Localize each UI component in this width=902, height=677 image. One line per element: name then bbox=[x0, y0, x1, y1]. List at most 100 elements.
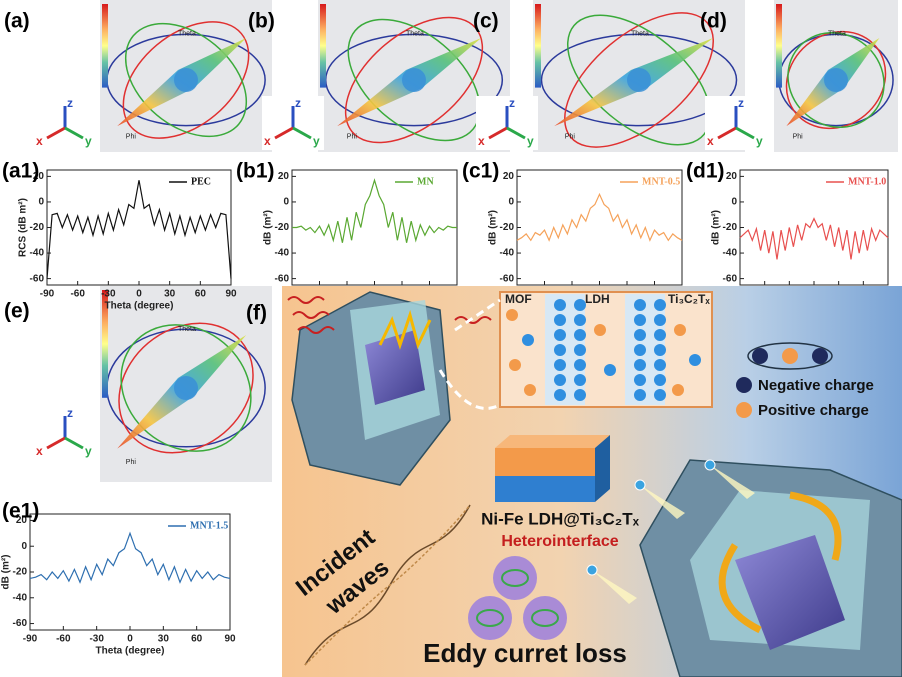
phi-label: Phi bbox=[347, 134, 358, 141]
x-tick-label: -90 bbox=[23, 634, 38, 645]
triad-y bbox=[292, 126, 312, 140]
ion bbox=[574, 374, 586, 386]
y-tick-label: 0 bbox=[508, 197, 514, 208]
ion bbox=[634, 374, 646, 386]
legend-label: MNT-1.5 bbox=[190, 520, 228, 531]
ion bbox=[574, 299, 586, 311]
y-tick-label: -20 bbox=[500, 222, 515, 233]
panel-label: (c) bbox=[473, 10, 499, 33]
ion bbox=[654, 329, 666, 341]
y-tick-label: -40 bbox=[723, 248, 738, 259]
eddy-swirl bbox=[718, 543, 762, 634]
block-orange bbox=[495, 448, 595, 476]
ion bbox=[634, 344, 646, 356]
block-top bbox=[495, 435, 610, 448]
incident-wave bbox=[287, 296, 325, 304]
lobe-core bbox=[627, 68, 651, 92]
colorbar bbox=[776, 4, 782, 88]
x-tick-label: 90 bbox=[225, 289, 237, 300]
x-tick-label: 60 bbox=[191, 634, 203, 645]
ion bbox=[509, 359, 521, 371]
eddy-arrow bbox=[501, 569, 529, 587]
y-tick-label: -60 bbox=[13, 618, 28, 629]
y-tick-label: -60 bbox=[275, 273, 290, 284]
y-tick-label: -20 bbox=[30, 222, 45, 233]
ion bbox=[574, 344, 586, 356]
ion bbox=[554, 344, 566, 356]
negative-label: Negative charge bbox=[758, 377, 874, 394]
ldh-label: LDH bbox=[585, 292, 610, 306]
y-tick-label: 0 bbox=[38, 197, 44, 208]
panel-label: (b1) bbox=[236, 160, 275, 183]
incident-wave bbox=[297, 326, 335, 334]
y-tick-label: -40 bbox=[30, 248, 45, 259]
x-tick-label: -30 bbox=[101, 289, 116, 300]
panel-label: (d1) bbox=[686, 160, 725, 183]
pos-dot bbox=[782, 348, 798, 364]
y-tick-label: 20 bbox=[278, 171, 290, 182]
eddy-sphere bbox=[523, 596, 567, 640]
x-tick-label: -60 bbox=[56, 634, 71, 645]
data-line bbox=[292, 178, 457, 243]
theta-label: Theta bbox=[631, 30, 649, 37]
panel-label: (e) bbox=[4, 300, 30, 323]
positive-label: Positive charge bbox=[758, 402, 869, 419]
lobe-core bbox=[174, 68, 198, 92]
triad-y-label: y bbox=[527, 134, 534, 148]
material-label: Ni-Fe LDH@Ti₃C₂Tₓ bbox=[481, 509, 640, 528]
ion bbox=[654, 389, 666, 401]
mof-label: MOF bbox=[505, 292, 532, 306]
ion bbox=[654, 374, 666, 386]
ion bbox=[654, 344, 666, 356]
ion bbox=[554, 314, 566, 326]
y-tick-label: 20 bbox=[503, 171, 515, 182]
x-axis-label: Theta (degree) bbox=[105, 301, 174, 312]
triad-y-label: y bbox=[313, 134, 320, 148]
theta-label: Theta bbox=[828, 30, 846, 37]
pos-key bbox=[736, 402, 752, 418]
y-tick-label: -40 bbox=[275, 248, 290, 259]
incident-wave bbox=[292, 311, 330, 319]
ion bbox=[554, 389, 566, 401]
eddy-sphere bbox=[468, 596, 512, 640]
ion bbox=[634, 329, 646, 341]
y-tick-label: -60 bbox=[30, 273, 45, 284]
ring-green bbox=[347, 18, 481, 142]
ion bbox=[522, 334, 534, 346]
x-tick-label: -90 bbox=[40, 289, 55, 300]
phi-label: Phi bbox=[126, 459, 137, 466]
lobe-core bbox=[174, 376, 198, 400]
ion bbox=[554, 329, 566, 341]
theta-label: Theta bbox=[178, 326, 196, 333]
ion bbox=[654, 314, 666, 326]
colorbar bbox=[102, 290, 108, 398]
electron bbox=[586, 564, 598, 576]
colorbar bbox=[102, 4, 108, 88]
ring-green bbox=[787, 31, 885, 129]
theta-label: Theta bbox=[178, 30, 196, 37]
phi-label: Phi bbox=[565, 134, 576, 141]
triad-z-label: z bbox=[509, 96, 515, 110]
y-axis-label: dB (m²) bbox=[711, 210, 722, 245]
triad-y-label: y bbox=[756, 134, 763, 148]
y-tick-label: -20 bbox=[275, 222, 290, 233]
eddy-swirl bbox=[789, 491, 842, 561]
triad-y bbox=[64, 126, 84, 140]
electron bbox=[634, 479, 646, 491]
triad-y-label: y bbox=[85, 134, 92, 148]
y-tick-label: 0 bbox=[731, 197, 737, 208]
ring-blue bbox=[540, 33, 738, 127]
colorbar bbox=[535, 4, 541, 88]
ion bbox=[634, 299, 646, 311]
y-axis-label: RCS (dB m²) bbox=[18, 198, 29, 257]
ion bbox=[604, 364, 616, 376]
electron-trail bbox=[710, 465, 755, 499]
eddy-sphere bbox=[493, 556, 537, 600]
x-tick-label: -60 bbox=[70, 289, 85, 300]
ring-red bbox=[564, 12, 714, 148]
legend-label: MN bbox=[417, 176, 434, 187]
triad-x bbox=[488, 126, 508, 140]
ring-red bbox=[122, 21, 250, 139]
y-tick-label: 20 bbox=[16, 515, 28, 526]
